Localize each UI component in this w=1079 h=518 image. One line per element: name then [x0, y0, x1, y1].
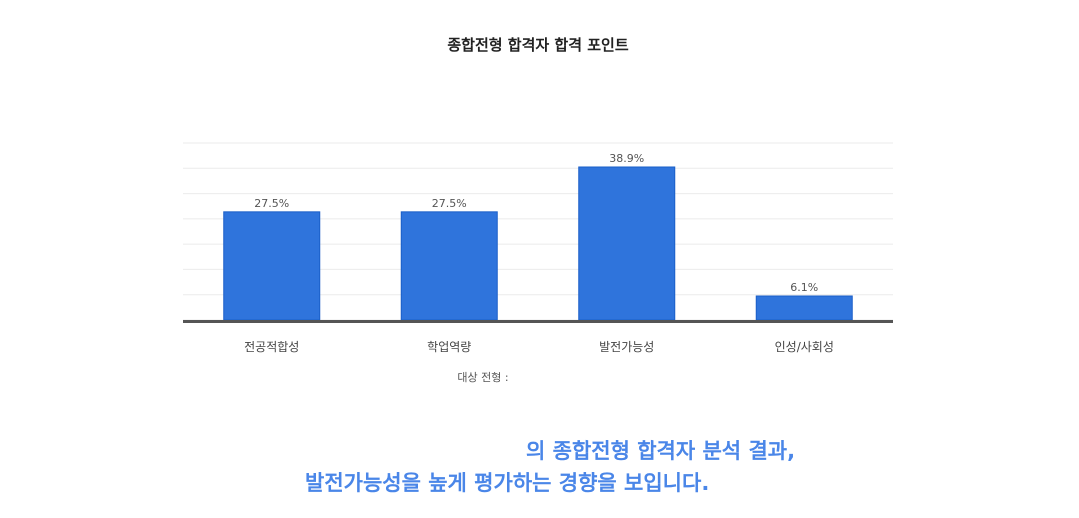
x-tick-label: 전공적합성 — [244, 340, 299, 354]
chart-title: 종합전형 합격자 합격 포인트 — [447, 36, 628, 54]
x-tick-label: 인성/사회성 — [775, 340, 834, 354]
bars — [223, 166, 853, 321]
bar — [400, 211, 498, 321]
x-tick-label: 발전가능성 — [599, 340, 654, 354]
x-tick-label: 학업역량 — [427, 340, 471, 354]
data-label: 38.9% — [609, 152, 644, 165]
data-label: 27.5% — [432, 197, 467, 210]
x-axis-title: 대상 전형 : — [457, 371, 508, 384]
bar — [578, 166, 676, 321]
data-label: 27.5% — [254, 197, 289, 210]
data-label: 6.1% — [790, 281, 818, 294]
summary-line-2: 발전가능성을 높게 평가하는 경향을 보입니다. — [305, 471, 710, 495]
data-labels: 27.5% 27.5% 38.9% 6.1% — [254, 152, 818, 294]
bar — [755, 295, 853, 321]
bar — [223, 211, 321, 321]
summary-line-1: 의 종합전형 합격자 분석 결과, — [526, 439, 796, 463]
x-tick-labels: 전공적합성 학업역량 발전가능성 인성/사회성 — [244, 340, 834, 354]
